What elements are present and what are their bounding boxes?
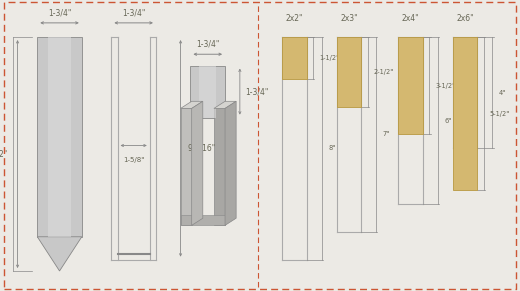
Text: 1-5/8": 1-5/8": [123, 157, 145, 163]
Text: 7": 7": [382, 132, 389, 137]
Polygon shape: [214, 109, 225, 225]
Text: 9-7/16": 9-7/16": [188, 144, 216, 153]
Text: 5-1/2": 5-1/2": [490, 111, 510, 117]
Polygon shape: [180, 101, 203, 109]
Bar: [199, 66, 216, 118]
Text: 1-3/4": 1-3/4": [48, 8, 71, 17]
Text: 6": 6": [444, 118, 451, 124]
Text: 3-1/2": 3-1/2": [436, 83, 456, 89]
Text: 1-3/4": 1-3/4": [122, 8, 145, 17]
Bar: [37, 37, 82, 237]
Bar: [48, 37, 71, 237]
Text: 2x6": 2x6": [457, 14, 474, 23]
Text: 2x2": 2x2": [286, 14, 304, 23]
Bar: [453, 37, 477, 190]
Text: 1-1/2": 1-1/2": [319, 55, 340, 61]
Bar: [282, 37, 307, 79]
Text: 1-3/4": 1-3/4": [245, 87, 268, 96]
Polygon shape: [214, 101, 236, 109]
Polygon shape: [37, 237, 82, 271]
Text: 1-3/4": 1-3/4": [196, 40, 219, 49]
Text: 2x3": 2x3": [340, 14, 358, 23]
Polygon shape: [180, 109, 192, 225]
Text: 2x4": 2x4": [402, 14, 420, 23]
Polygon shape: [180, 215, 225, 225]
Text: 9-1/2": 9-1/2": [0, 150, 8, 159]
Text: 2-1/2": 2-1/2": [374, 69, 394, 75]
Polygon shape: [192, 101, 203, 225]
Bar: [398, 37, 423, 134]
Polygon shape: [225, 101, 236, 225]
Bar: [337, 37, 361, 107]
Bar: [190, 66, 225, 118]
Text: 8": 8": [328, 145, 335, 151]
Text: 4": 4": [499, 90, 506, 96]
